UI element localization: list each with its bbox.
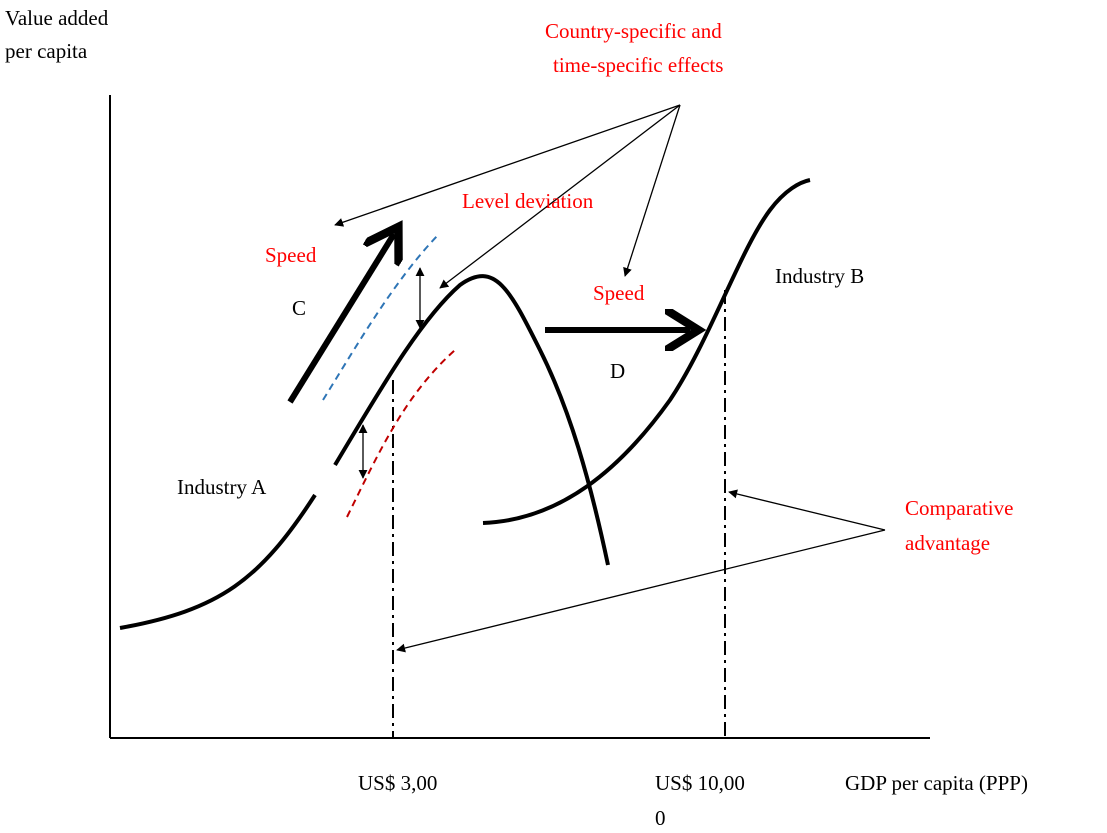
pointer-arrows <box>334 104 886 653</box>
x-axis-label: GDP per capita (PPP) <box>845 771 1028 795</box>
annotation: Level deviation <box>462 189 594 213</box>
annotation: Country-specific and <box>545 19 722 43</box>
annotation: advantage <box>905 531 990 555</box>
y-axis-label: Value added <box>5 6 109 30</box>
industry-a-curve <box>119 274 610 630</box>
x-marker-label: 0 <box>655 806 666 830</box>
industry-b-curve <box>482 178 811 525</box>
annotation: Speed <box>593 281 645 305</box>
label: Industry A <box>177 475 267 499</box>
y-axis-label: per capita <box>5 39 88 63</box>
annotation: Comparative <box>905 496 1013 520</box>
speed-arrow-c <box>287 234 394 404</box>
annotation: Speed <box>265 243 317 267</box>
x-marker-label: US$ 10,00 <box>655 771 745 795</box>
deviation-curve-blue <box>322 234 439 401</box>
deviation-curve-red <box>346 349 456 518</box>
annotation: time-specific effects <box>553 53 723 77</box>
x-marker-label: US$ 3,00 <box>358 771 437 795</box>
label: C <box>292 296 306 320</box>
label: Industry B <box>775 264 864 288</box>
label: D <box>610 359 625 383</box>
